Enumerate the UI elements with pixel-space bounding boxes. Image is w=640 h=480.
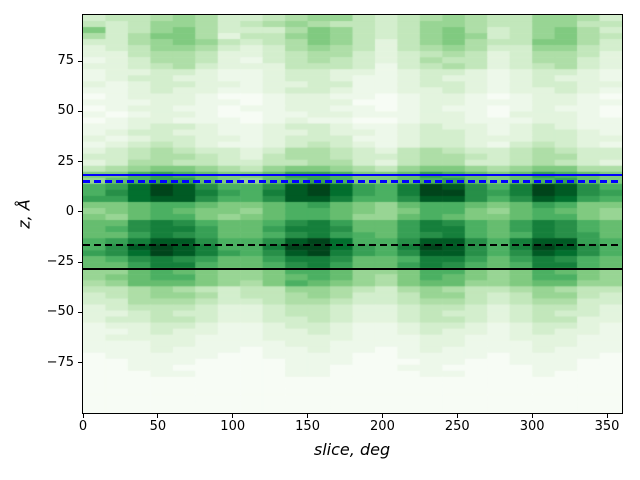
x-tick-mark: [381, 414, 383, 418]
y-tick-label: 75: [57, 53, 74, 69]
y-tick-label: −75: [46, 354, 74, 370]
y-tick-mark: [78, 362, 82, 364]
x-tick-label: 250: [444, 419, 470, 434]
y-tick-label: 0: [65, 203, 74, 219]
x-tick-mark: [307, 414, 309, 418]
x-tick-mark: [456, 414, 458, 418]
heatmap-canvas: [83, 15, 622, 413]
x-tick-label: 350: [594, 419, 620, 434]
x-tick-label: 100: [220, 419, 246, 434]
x-tick-label: 0: [78, 419, 88, 434]
x-tick-label: 50: [149, 419, 167, 434]
x-tick-label: 150: [295, 419, 320, 434]
x-tick-mark: [232, 414, 234, 418]
x-tick-mark: [82, 414, 84, 418]
y-tick-label: −25: [46, 254, 74, 270]
y-axis-label: z, Å: [14, 199, 34, 229]
y-tick-mark: [78, 60, 82, 62]
x-tick-label: 300: [519, 419, 545, 434]
y-tick-label: −50: [46, 304, 74, 320]
x-tick-label: 200: [370, 419, 395, 434]
y-tick-mark: [78, 110, 82, 112]
y-tick-label: 25: [57, 153, 74, 169]
y-tick-mark: [78, 211, 82, 213]
plot-area: [82, 14, 623, 414]
x-tick-mark: [531, 414, 533, 418]
y-tick-label: 50: [57, 103, 74, 119]
x-tick-mark: [606, 414, 608, 418]
x-tick-mark: [157, 414, 159, 418]
y-tick-mark: [78, 311, 82, 313]
y-tick-mark: [78, 261, 82, 263]
y-tick-mark: [78, 161, 82, 163]
x-axis-label: slice, deg: [313, 440, 391, 459]
